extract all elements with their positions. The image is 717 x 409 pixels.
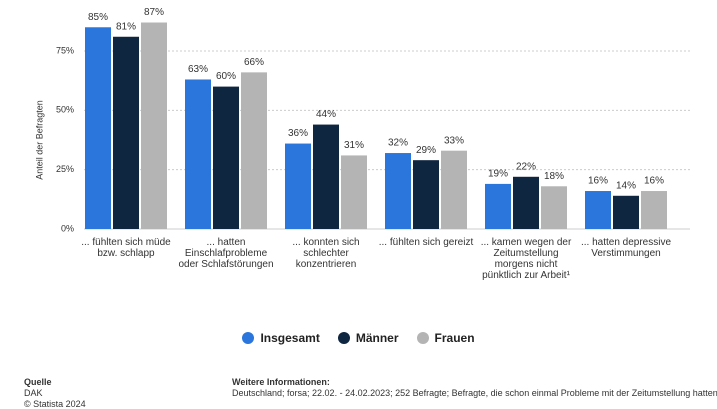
x-tick-label: ... hatten depressive Verstimmungen xyxy=(580,237,672,259)
info-title: Weitere Informationen: xyxy=(232,377,330,387)
legend-item: Frauen xyxy=(416,331,475,345)
value-label: 66% xyxy=(244,57,264,68)
x-tick-label: ... konnten sich schlechter konzentriere… xyxy=(292,237,360,270)
bar xyxy=(413,160,439,229)
x-tick-label: ... hatten Einschlafprobleme oder Schlaf… xyxy=(178,237,274,270)
legend-label: Männer xyxy=(355,331,399,345)
value-label: 44% xyxy=(316,109,336,120)
bar xyxy=(113,36,139,230)
bar xyxy=(541,186,567,229)
bar xyxy=(641,191,667,229)
legend-label: Insgesamt xyxy=(260,331,320,345)
value-label: 63% xyxy=(188,64,208,75)
legend-label: Frauen xyxy=(434,331,475,345)
value-label: 87% xyxy=(144,7,164,18)
y-tick-label: 75% xyxy=(56,45,74,55)
bar xyxy=(85,27,111,230)
x-tick-label: ... kamen wegen der Zeitumstellung morge… xyxy=(480,237,572,281)
value-label: 16% xyxy=(588,176,608,187)
y-tick-label: 50% xyxy=(56,105,74,115)
legend: Insgesamt Männer Frauen xyxy=(0,331,717,345)
legend-marker xyxy=(337,332,350,344)
bar xyxy=(185,79,211,229)
bar xyxy=(313,124,339,229)
value-label: 29% xyxy=(416,145,436,156)
legend-marker xyxy=(416,332,429,344)
value-label: 18% xyxy=(544,171,564,182)
y-tick-label: 0% xyxy=(61,223,74,233)
value-label: 14% xyxy=(616,180,636,191)
legend-item: Männer xyxy=(337,331,399,345)
value-label: 31% xyxy=(344,140,364,151)
y-axis-label: Anteil der Befragten xyxy=(34,100,44,180)
legend-item: Insgesamt xyxy=(242,331,320,345)
value-label: 16% xyxy=(644,176,664,187)
x-tick-label: ... fühlten sich gereizt xyxy=(378,237,474,248)
value-label: 60% xyxy=(216,71,236,82)
source-title: Quelle xyxy=(24,377,52,387)
bar xyxy=(341,155,367,229)
legend-marker xyxy=(242,332,255,344)
bar xyxy=(385,153,411,229)
value-label: 19% xyxy=(488,169,508,180)
value-label: 33% xyxy=(444,135,464,146)
bar xyxy=(613,195,639,229)
value-label: 85% xyxy=(88,12,108,23)
bar xyxy=(241,72,267,229)
bar xyxy=(441,150,467,229)
value-label: 81% xyxy=(116,21,136,32)
source: DAK xyxy=(24,388,43,398)
value-label: 36% xyxy=(288,128,308,139)
bar xyxy=(485,183,511,229)
bar xyxy=(141,22,167,229)
value-label: 32% xyxy=(388,138,408,149)
bar xyxy=(513,176,539,229)
chart: Anteil der Befragten 0% 25% 50% 75% 85% 81% 87… xyxy=(34,7,690,233)
info: Deutschland; forsa; 22.02. - 24.02.2023;… xyxy=(232,388,717,398)
bar xyxy=(585,191,611,229)
copyright: © Statista 2024 xyxy=(24,399,86,409)
y-tick-label: 25% xyxy=(56,164,74,174)
value-label: 22% xyxy=(516,161,536,172)
bar xyxy=(285,143,311,229)
bar xyxy=(213,86,239,229)
x-tick-label: ... fühlten sich müde bzw. schlapp xyxy=(81,237,171,259)
